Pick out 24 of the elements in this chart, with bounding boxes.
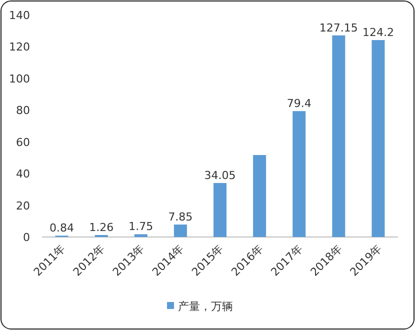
- bar: [372, 40, 385, 237]
- data-label: 34.05: [204, 169, 236, 182]
- y-tick-label: 100: [9, 72, 30, 86]
- data-label: 0.84: [50, 222, 74, 235]
- legend-label: 产量，万辆: [178, 300, 233, 313]
- bar: [253, 155, 266, 237]
- y-tick-label: 40: [16, 168, 30, 181]
- bar: [332, 35, 346, 237]
- y-tick-label: 60: [16, 136, 30, 149]
- data-label: 1.75: [128, 220, 154, 234]
- data-label: 127.15: [319, 21, 358, 34]
- data-label: 79.4: [286, 97, 312, 110]
- bar: [134, 234, 148, 237]
- y-tick-label: 20: [16, 199, 30, 212]
- y-tick-label: 0: [23, 231, 30, 244]
- y-tick-label: 120: [9, 40, 30, 54]
- bar: [214, 183, 226, 237]
- data-label: 124.2: [362, 26, 394, 40]
- data-label: 1.26: [89, 221, 114, 234]
- bar: [292, 111, 306, 237]
- bar: [174, 224, 187, 237]
- y-tick-label: 80: [16, 104, 30, 118]
- y-tick-label: 140: [9, 9, 30, 22]
- data-label: 7.85: [168, 210, 193, 224]
